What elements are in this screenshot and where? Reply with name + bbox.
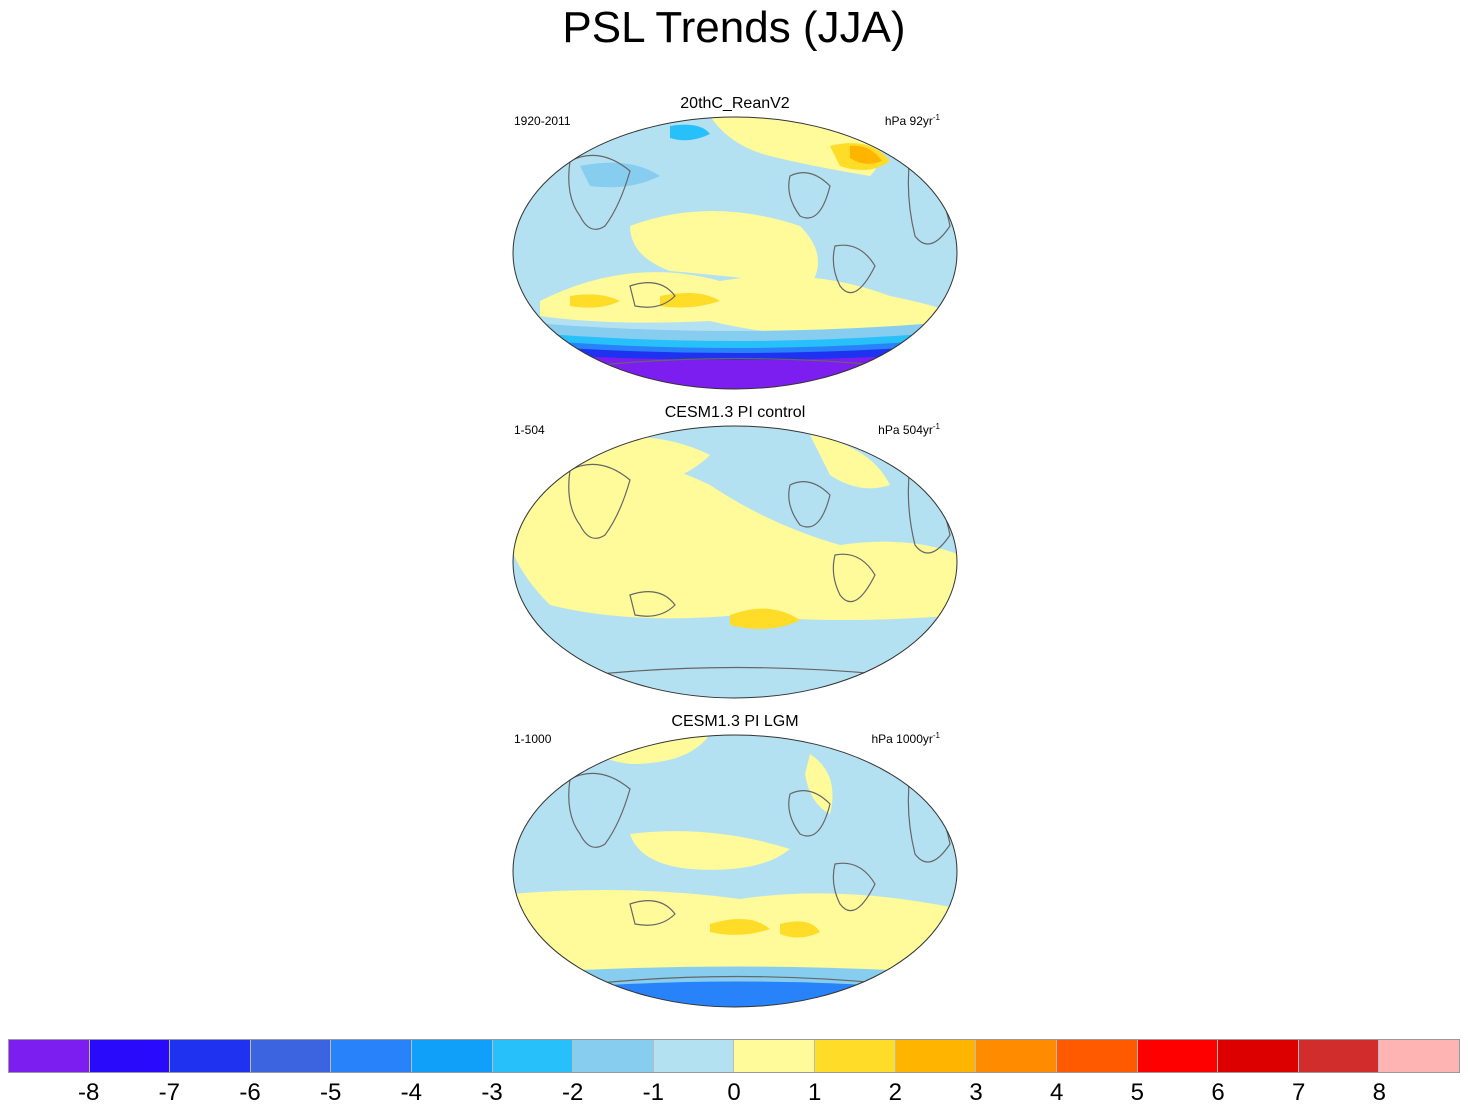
colorbar-box <box>976 1040 1057 1072</box>
colorbar-box <box>1218 1040 1299 1072</box>
panel-period: 1920-2011 <box>514 114 571 128</box>
colorbar-label: 4 <box>1049 1079 1064 1106</box>
panel-title: CESM1.3 PI LGM <box>671 713 799 730</box>
colorbar-box <box>895 1040 977 1072</box>
panel-title: 20thC_ReanV2 <box>680 95 790 112</box>
colorbar-label: -7 <box>158 1079 180 1106</box>
colorbar-box <box>653 1040 735 1072</box>
colorbar-box <box>492 1040 574 1072</box>
trend-map <box>512 425 958 699</box>
trend-map <box>512 734 958 1008</box>
panel-period: 1-1000 <box>514 732 552 746</box>
panel-units: hPa 92yr-1 <box>884 113 940 128</box>
colorbar-label: 5 <box>1130 1079 1144 1106</box>
colorbar-box <box>331 1040 413 1072</box>
colorbar-label: 6 <box>1211 1079 1225 1106</box>
colorbar-label: -2 <box>561 1079 584 1106</box>
colorbar-label: 1 <box>807 1079 822 1106</box>
colorbar-box <box>250 1040 332 1072</box>
colorbar-box <box>734 1040 816 1072</box>
colorbar-box <box>9 1040 90 1072</box>
colorbar-label: -4 <box>400 1079 422 1106</box>
colorbar-box <box>1298 1040 1380 1072</box>
colorbar-box <box>815 1040 896 1072</box>
colorbar-box <box>1137 1040 1219 1072</box>
colorbar-label: -6 <box>239 1079 261 1106</box>
colorbar <box>8 1039 1460 1073</box>
colorbar-label: -1 <box>642 1079 664 1106</box>
colorbar-label: -8 <box>77 1079 100 1106</box>
trend-map <box>512 116 958 390</box>
map-panel-20thc-reanv2: 20thC_ReanV2 1920-2011 hPa 92yr-1 <box>500 94 970 394</box>
colorbar-label: 3 <box>969 1079 983 1106</box>
map-panel-cesm-pi-lgm: CESM1.3 PI LGM 1-1000 hPa 1000yr-1 <box>500 712 970 1012</box>
figure-title: PSL Trends (JJA) <box>562 3 906 52</box>
colorbar-label: 8 <box>1372 1079 1386 1106</box>
colorbar-label: 7 <box>1291 1079 1306 1106</box>
colorbar-box <box>1056 1040 1138 1072</box>
colorbar-box <box>170 1040 251 1072</box>
panel-units: hPa 504yr-1 <box>878 422 940 437</box>
panel-units: hPa 1000yr-1 <box>871 731 940 746</box>
map-panel-cesm-pi-control: CESM1.3 PI control 1-504 hPa 504yr-1 <box>500 403 970 703</box>
colorbar-box <box>573 1040 654 1072</box>
colorbar-label: 0 <box>727 1079 741 1106</box>
colorbar-box <box>412 1040 493 1072</box>
colorbar-label: 2 <box>888 1079 902 1106</box>
colorbar-label: -5 <box>319 1079 342 1106</box>
colorbar-box <box>1379 1040 1459 1072</box>
colorbar-label: -3 <box>481 1079 503 1106</box>
colorbar-box <box>89 1040 171 1072</box>
panel-title: CESM1.3 PI control <box>664 404 806 421</box>
panel-period: 1-504 <box>514 423 545 437</box>
